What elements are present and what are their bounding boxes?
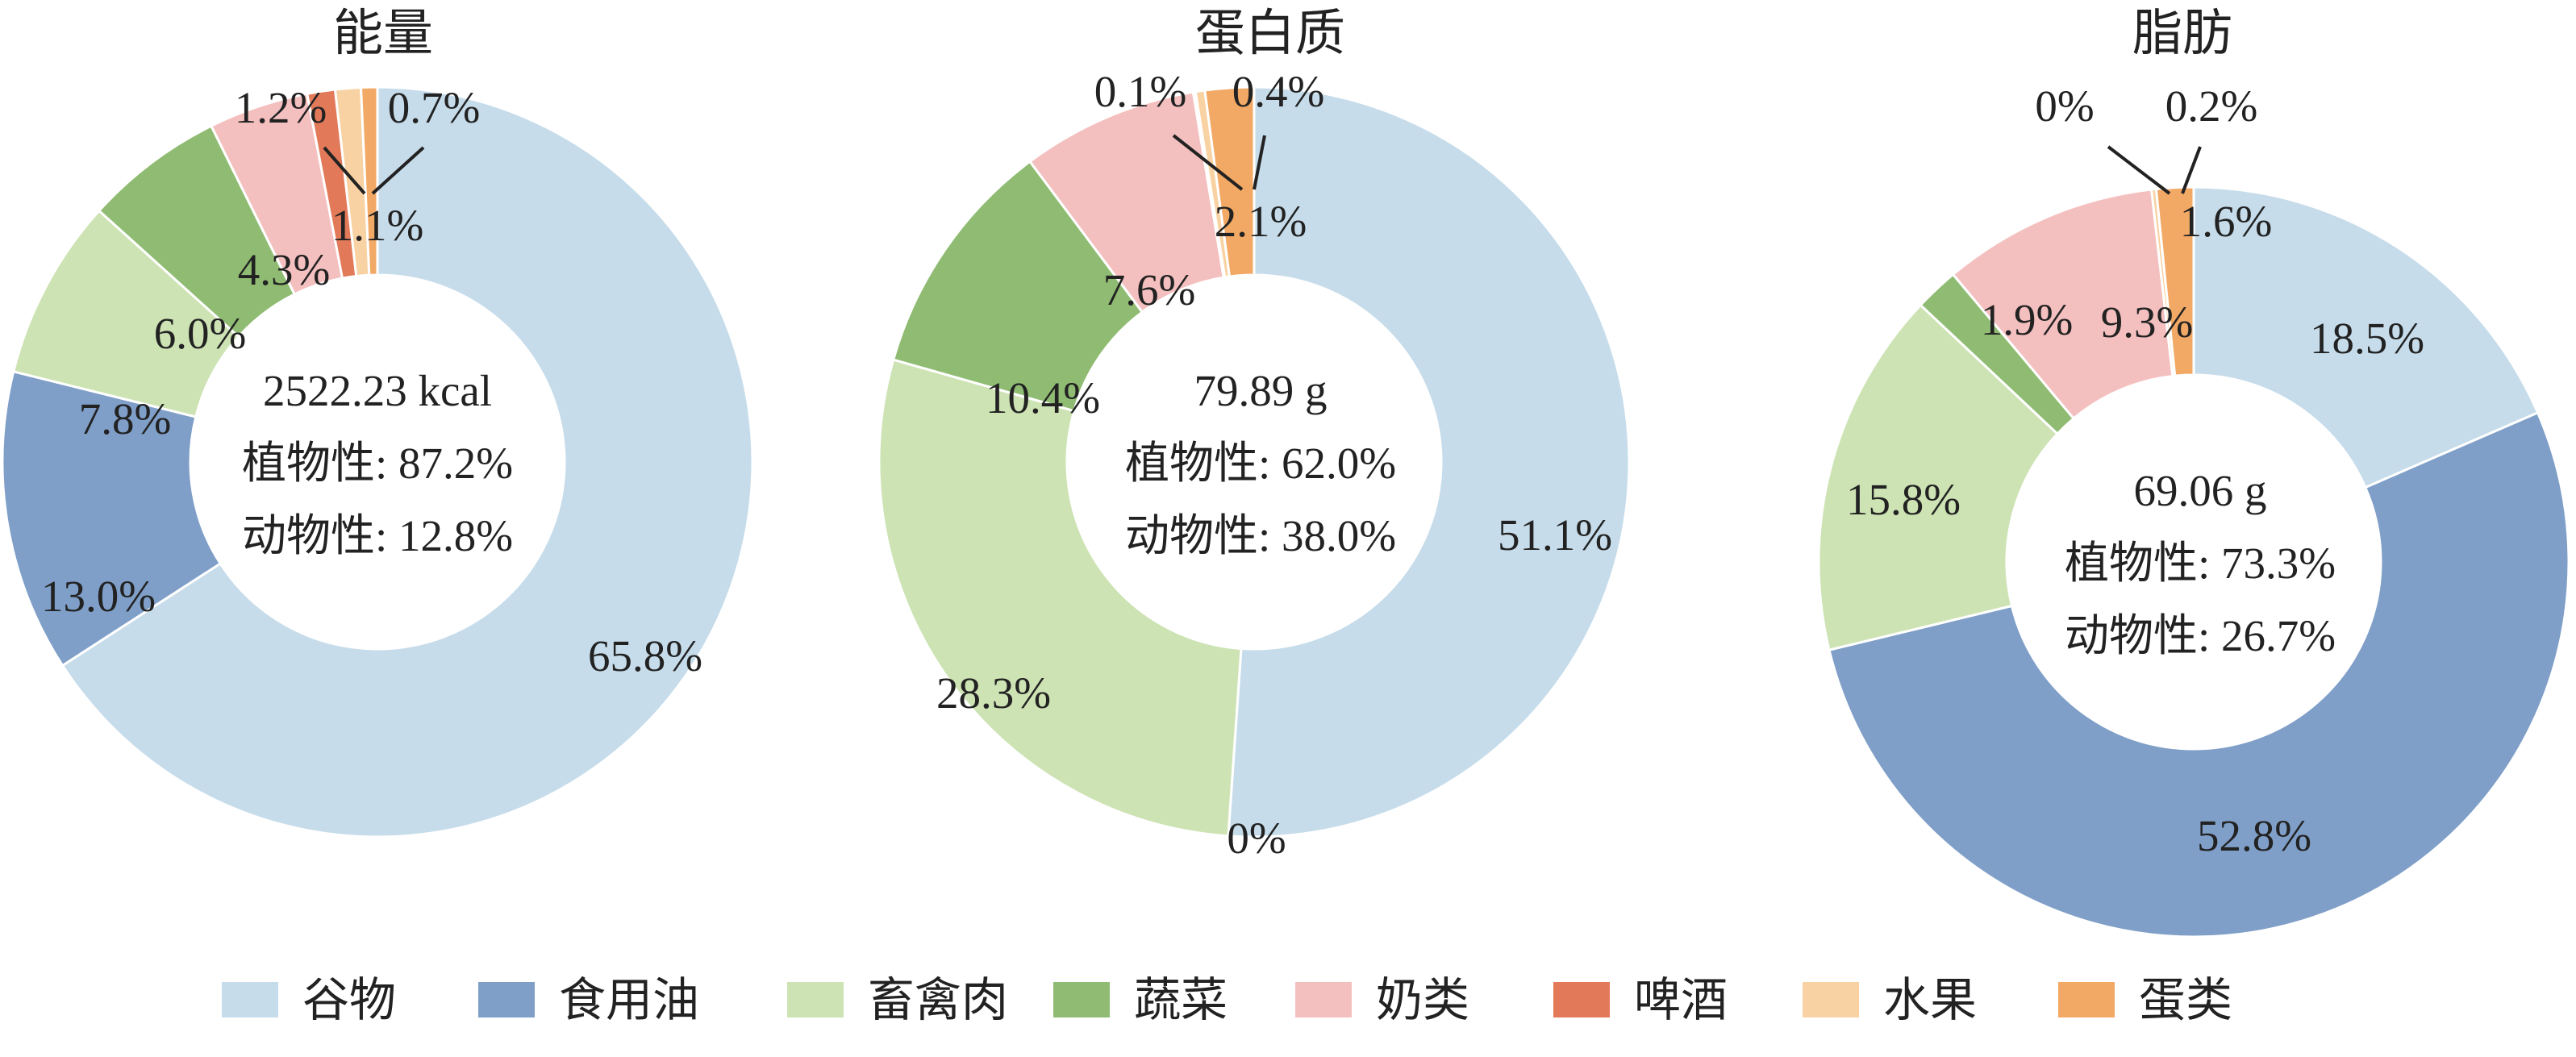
slice-value-label: 0.1% [1094,67,1187,116]
legend-label: 奶类 [1376,974,1469,1026]
legend-label: 畜禽肉 [868,974,1008,1026]
slice-value-label: 0.7% [388,83,481,132]
legend-label: 蔬菜 [1134,974,1228,1026]
slice-value-label: 15.8% [1846,475,1961,524]
slice-value-label: 0% [2035,81,2094,131]
center-summary-line: 植物性: 87.2% [242,439,513,488]
chart-title: 能量 [333,6,433,61]
slice-value-label: 52.8% [2197,811,2311,860]
label-leader-line [1172,134,1244,191]
legend-swatch [1053,982,1110,1017]
slice-value-label: 1.6% [2180,197,2273,246]
slice-value-label: 1.2% [235,83,327,132]
center-summary-line: 动物性: 38.0% [1125,511,1396,560]
donut-slice-蔬菜 [891,160,1144,413]
slice-value-label: 0.4% [1232,67,1325,116]
legend-swatch [1553,982,1610,1017]
slice-value-label: 18.5% [2310,314,2424,363]
slice-value-label: 13.0% [41,572,156,621]
center-summary-line: 植物性: 73.3% [2065,539,2336,588]
center-summary-line: 植物性: 62.0% [1125,439,1396,488]
legend-label: 啤酒 [1634,974,1728,1026]
label-leader-line [323,146,366,195]
donut-slice-食用油 [1,369,223,668]
slice-value-label: 51.1% [1498,510,1612,560]
donut-slice-食用油 [1828,410,2570,938]
center-summary-line: 79.89 g [1194,366,1328,415]
donut-slice-蛋类 [2154,185,2195,377]
donut-slice-畜禽肉 [877,358,1243,838]
slice-value-label: 6.0% [154,309,247,358]
slice-value-label: 7.6% [1103,265,1196,314]
slice-value-label: 1.1% [331,201,424,250]
donut-slice-蛋类 [1203,85,1256,278]
legend-label: 食用油 [559,974,699,1026]
slice-value-label: 0.2% [2165,81,2258,131]
slice-value-label: 4.3% [238,245,331,294]
label-leader-line [1253,135,1266,190]
donut-slice-谷物 [60,85,754,839]
slice-value-label: 7.8% [79,394,172,443]
center-summary-line: 动物性: 26.7% [2065,611,2336,660]
legend-label: 水果 [1883,974,1977,1026]
label-leader-line [2107,145,2171,195]
chart-title: 蛋白质 [1195,6,1345,61]
slice-value-label: 28.3% [936,668,1051,718]
donut-slice-谷物 [1227,85,1631,839]
legend-label: 谷物 [302,974,396,1026]
label-leader-line [371,146,425,195]
legend-swatch [1803,982,1859,1017]
center-summary-line: 动物性: 12.8% [242,511,513,560]
slice-value-label: 2.1% [1215,197,1307,246]
legend-label: 蛋类 [2139,974,2232,1026]
donut-slice-奶类 [1951,188,2174,421]
slice-value-label: 10.4% [986,373,1100,422]
chart-title: 脂肪 [2132,6,2232,61]
center-summary-line: 2522.23 kcal [263,366,492,415]
center-summary-line: 69.06 g [2134,466,2267,515]
donut-slice-谷物 [2192,185,2540,489]
slice-value-label: 0% [1227,814,1286,863]
legend-swatch [222,982,278,1017]
legend-swatch [1295,982,1352,1017]
label-leader-line [2181,146,2202,194]
legend-swatch [478,982,535,1017]
slice-value-label: 65.8% [588,631,702,680]
legend-swatch [787,982,844,1017]
slice-value-label: 1.9% [1981,295,2074,344]
slice-value-label: 9.3% [2101,298,2194,347]
legend-swatch [2058,982,2115,1017]
donut-slice-畜禽肉 [1817,303,2060,651]
donut-slice-蛋类 [359,85,379,277]
